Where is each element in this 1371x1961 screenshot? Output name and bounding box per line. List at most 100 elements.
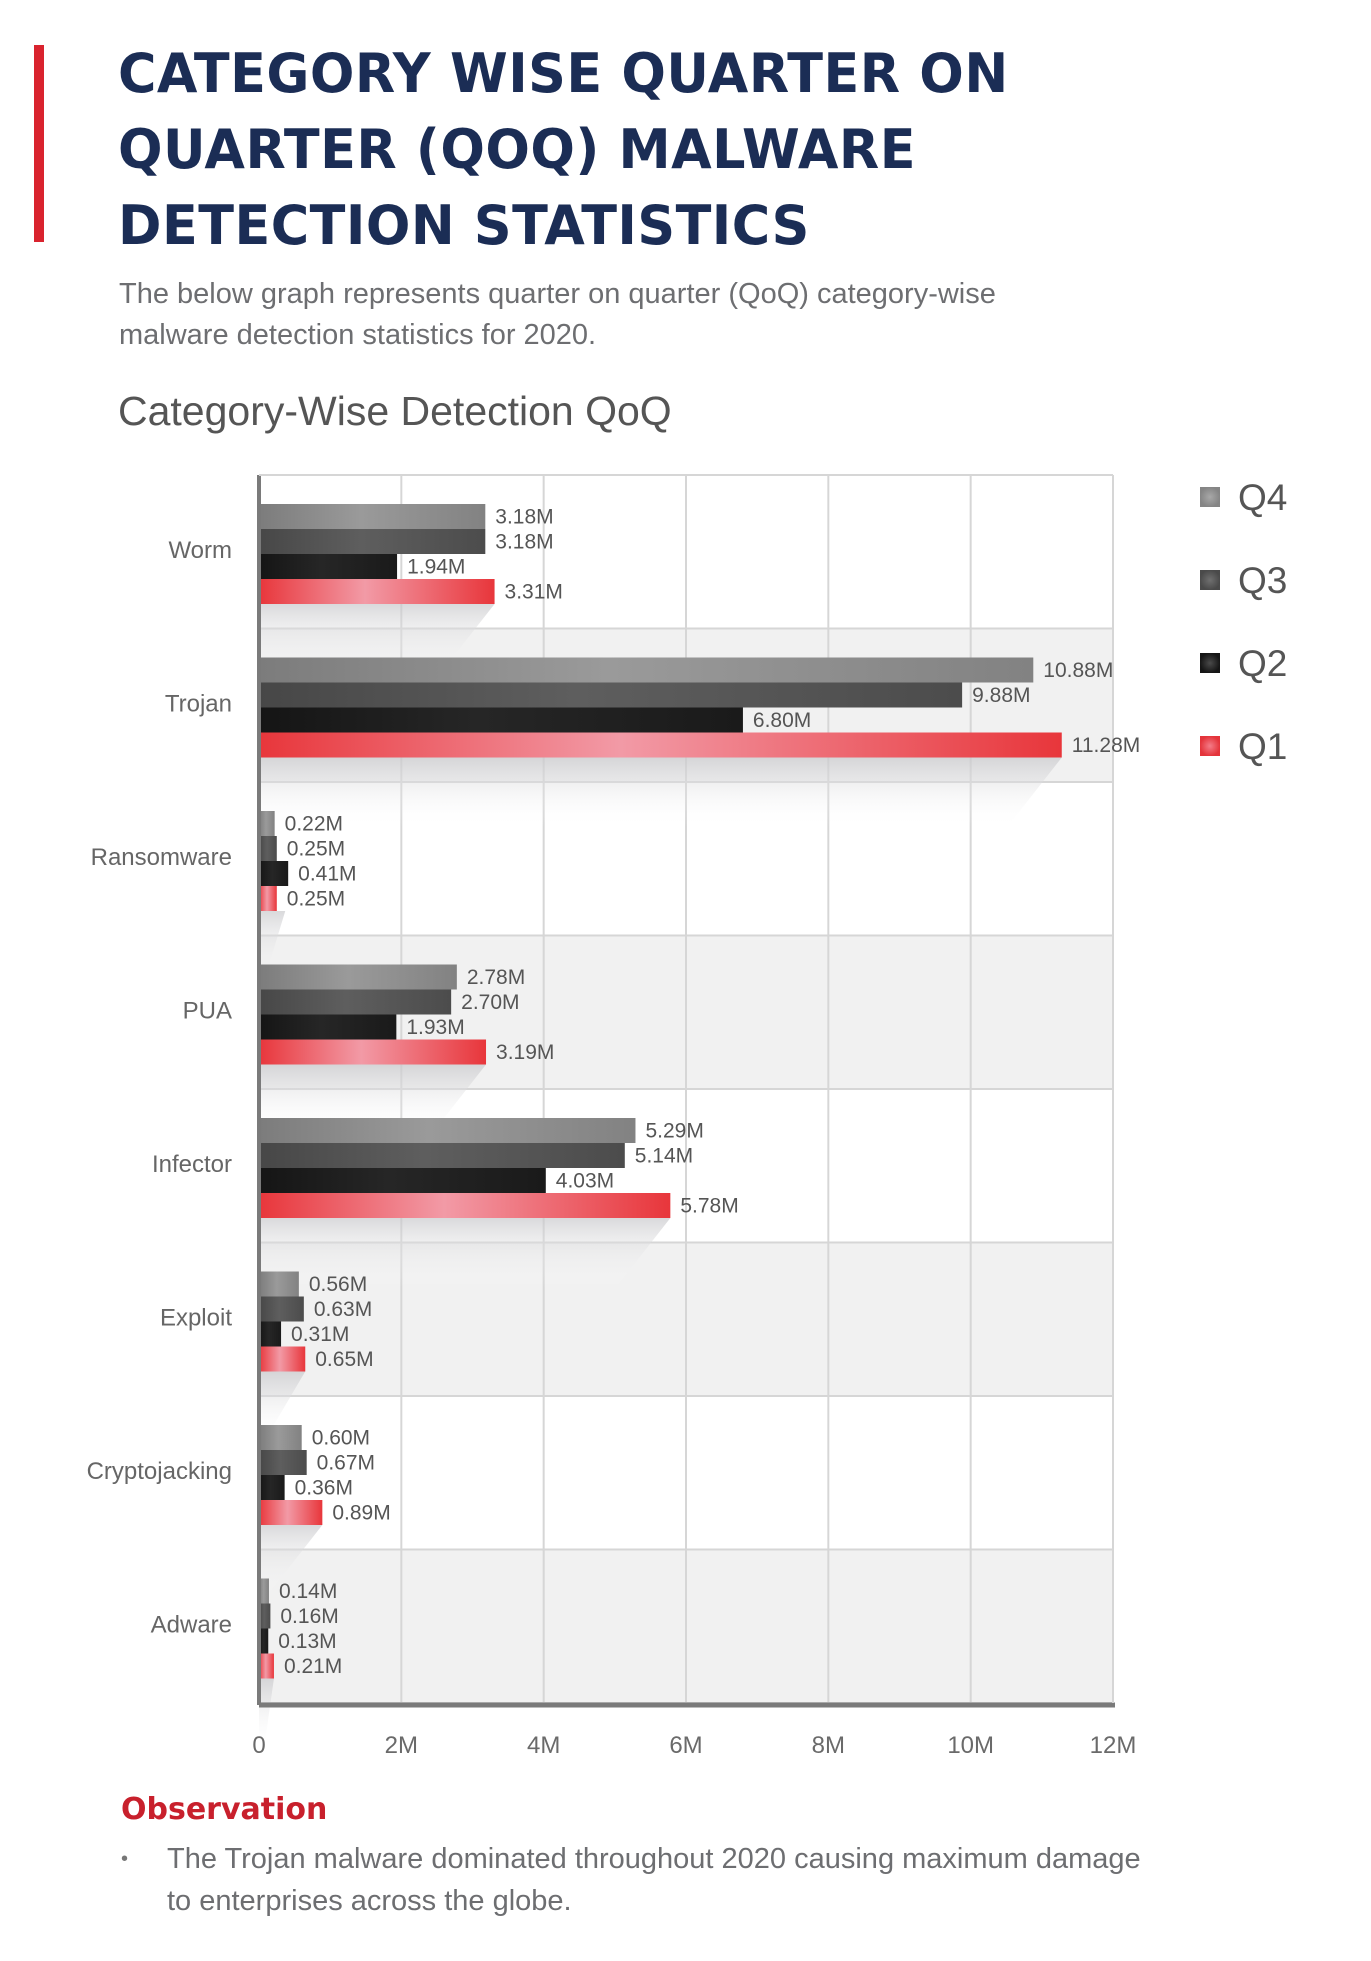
bar-shadow [259, 1064, 487, 1135]
data-label: 2.78M [467, 966, 525, 989]
bar-ransomware-q3 [259, 836, 277, 861]
data-label: 3.31M [505, 581, 563, 604]
category-label: Worm [168, 537, 232, 564]
bar-cryptojacking-q4 [259, 1425, 302, 1450]
data-label: 10.88M [1043, 659, 1113, 682]
bar-infector-q1 [259, 1193, 671, 1218]
bar-adware-q1 [259, 1653, 274, 1679]
data-label: 5.14M [635, 1145, 693, 1168]
data-label: 0.60M [312, 1427, 370, 1450]
category-label: Cryptojacking [87, 1458, 232, 1485]
data-label: 0.25M [287, 888, 345, 911]
bar-infector-q3 [259, 1143, 625, 1168]
legend-label-q2: Q2 [1238, 643, 1287, 684]
page-subtitle: The below graph represents quarter on qu… [119, 278, 996, 351]
bar-cryptojacking-q1 [259, 1500, 323, 1525]
page-title-line: CATEGORY WISE QUARTER ON [118, 42, 1009, 105]
x-tick-label: 10M [947, 1732, 994, 1759]
bar-exploit-q2 [259, 1321, 282, 1347]
data-label: 0.31M [291, 1323, 349, 1346]
bar-worm-q4 [259, 504, 486, 529]
bar-shadow [259, 1218, 671, 1288]
page-title-line: QUARTER (QOQ) MALWARE [118, 118, 916, 181]
x-tick-label: 12M [1090, 1732, 1137, 1759]
bar-exploit-q4 [259, 1271, 299, 1297]
bar-worm-q3 [259, 529, 486, 554]
data-label: 0.16M [280, 1605, 338, 1628]
data-label: 11.28M [1072, 734, 1141, 757]
data-label: 0.14M [279, 1580, 337, 1603]
bar-pua-q2 [259, 1014, 397, 1040]
data-label: 5.78M [680, 1195, 738, 1218]
bar-adware-q2 [259, 1628, 269, 1654]
bar-worm-q1 [259, 579, 495, 604]
category-label: Ransomware [91, 844, 232, 871]
data-label: 0.67M [317, 1452, 375, 1475]
data-label: 1.94M [407, 556, 465, 579]
bar-trojan-q2 [259, 707, 743, 733]
observation-item: • The Trojan malware dominated throughou… [121, 1838, 1167, 1922]
data-label: 0.41M [298, 863, 356, 886]
data-label: 5.29M [645, 1120, 703, 1143]
legend-swatch-q4 [1200, 487, 1220, 507]
bar-infector-q2 [259, 1168, 546, 1193]
bar-cryptojacking-q3 [259, 1450, 307, 1475]
bar-shadow [259, 604, 495, 674]
bar-shadow [259, 1371, 306, 1442]
legend-swatch-q1 [1200, 736, 1220, 756]
page-title: CATEGORY WISE QUARTER ON QUARTER (QOQ) M… [118, 36, 1088, 264]
data-label: 3.18M [495, 506, 553, 529]
category-label: Exploit [160, 1304, 232, 1331]
bar-ransomware-q4 [259, 811, 275, 836]
bar-trojan-q3 [259, 682, 963, 708]
data-label: 0.13M [278, 1630, 336, 1653]
data-label: 0.36M [295, 1477, 353, 1500]
title-accent-bar [34, 45, 44, 242]
data-label: 3.18M [495, 531, 553, 554]
bar-trojan-q1 [259, 732, 1062, 758]
bar-pua-q3 [259, 989, 452, 1015]
category-label: Trojan [165, 690, 232, 717]
bar-pua-q4 [259, 964, 457, 990]
bar-cryptojacking-q2 [259, 1475, 285, 1500]
data-label: 0.21M [284, 1655, 342, 1678]
bar-exploit-q1 [259, 1346, 306, 1372]
bar-shadow [259, 911, 286, 981]
chart-legend: Q4 Q3 Q2 Q1 [1200, 477, 1287, 767]
data-label: 1.93M [406, 1016, 464, 1039]
data-label: 9.88M [972, 684, 1030, 707]
data-label: 4.03M [556, 1170, 614, 1193]
bar-trojan-q4 [259, 657, 1034, 683]
category-label: PUA [183, 997, 232, 1024]
page-title-line: DETECTION STATISTICS [118, 194, 810, 257]
legend-swatch-q2 [1200, 653, 1220, 673]
bar-shadow [259, 1525, 323, 1595]
legend-label-q3: Q3 [1238, 560, 1287, 601]
bar-infector-q4 [259, 1118, 636, 1143]
data-label: 0.22M [285, 813, 343, 836]
observation-heading: Observation [121, 1792, 328, 1827]
data-label: 0.65M [315, 1348, 373, 1371]
x-tick-label: 4M [527, 1732, 560, 1759]
legend-label-q4: Q4 [1238, 477, 1287, 518]
bar-ransomware-q1 [259, 886, 277, 911]
observation-text: The Trojan malware dominated throughout … [167, 1843, 1141, 1917]
data-label: 3.19M [496, 1041, 554, 1064]
category-label: Infector [152, 1151, 232, 1178]
x-tick-label: 2M [385, 1732, 418, 1759]
x-tick-label: 0 [252, 1732, 265, 1759]
data-label: 0.89M [332, 1502, 390, 1525]
bar-shadow [259, 757, 1062, 828]
legend-swatch-q3 [1200, 570, 1220, 590]
bar-worm-q2 [259, 554, 398, 579]
bar-exploit-q3 [259, 1296, 304, 1322]
bar-adware-q4 [259, 1578, 269, 1604]
bar-ransomware-q2 [259, 861, 289, 886]
data-label: 0.56M [309, 1273, 367, 1296]
data-label: 2.70M [461, 991, 519, 1014]
data-label: 0.63M [314, 1298, 372, 1321]
legend-label-q1: Q1 [1238, 726, 1287, 767]
data-label: 0.25M [287, 838, 345, 861]
x-tick-label: 8M [812, 1732, 845, 1759]
